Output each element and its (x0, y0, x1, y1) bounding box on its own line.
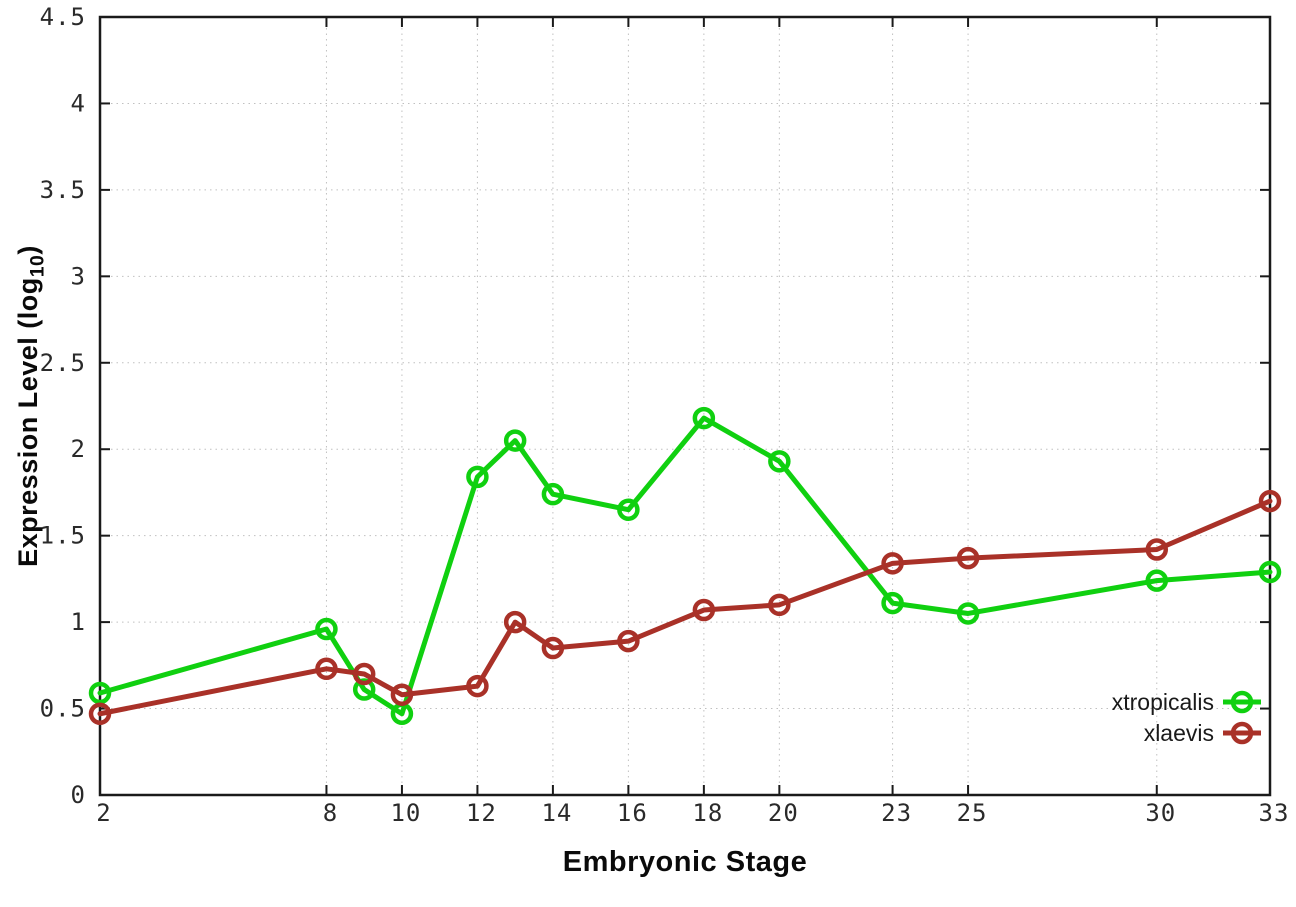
data-point-marker-xlaevis (768, 593, 791, 617)
y-tick-label: 2.5 (40, 349, 86, 377)
series-line-xlaevis (97, 498, 1273, 717)
data-point-marker-xtropicalis (88, 681, 112, 705)
y-tick-label: 3 (71, 262, 86, 290)
data-point-marker-xlaevis (315, 657, 338, 681)
y-tick-label: 3.5 (40, 176, 86, 204)
data-point-marker-xtropicalis (768, 450, 791, 473)
x-tick-label: 16 (617, 799, 648, 827)
x-tick-label: 20 (768, 799, 799, 827)
x-axis-label: Embryonic Stage (562, 846, 808, 878)
data-point-marker-xlaevis (617, 629, 640, 653)
legend-label-xtropicalis: xtropicalis (1112, 689, 1214, 715)
y-axis-label-close: ) (13, 245, 43, 255)
x-tick-label: 14 (541, 799, 572, 827)
data-point-marker-xtropicalis (466, 465, 489, 489)
data-point-marker-xlaevis (390, 683, 414, 706)
y-tick-label: 2 (71, 435, 86, 463)
y-tick-label: 4.5 (40, 3, 86, 31)
data-point-marker-xtropicalis (352, 678, 376, 701)
y-tick-label: 1 (71, 608, 86, 636)
data-point-marker-xlaevis (956, 546, 980, 570)
x-tick-label: 10 (390, 799, 421, 827)
y-axis-label: Expression Level (log10) (8, 16, 48, 796)
legend-label-xlaevis: xlaevis (1144, 720, 1214, 746)
legend: xtropicalis xlaevis (1112, 689, 1261, 746)
data-point-marker-xlaevis (1145, 538, 1169, 561)
data-point-marker-xtropicalis (503, 429, 527, 452)
y-axis-label-text: Expression Level (log (13, 277, 43, 567)
series-line-xtropicalis (97, 415, 1273, 717)
data-point-marker-xtropicalis (541, 482, 565, 506)
y-tick-label: 4 (71, 89, 86, 117)
data-point-marker-xtropicalis (692, 406, 716, 430)
legend-marker-icon (1230, 690, 1254, 714)
data-point-marker-xlaevis (881, 552, 904, 575)
data-point-marker-xlaevis (503, 610, 527, 634)
x-tick-label: 18 (692, 799, 723, 827)
x-tick-label: 8 (323, 799, 338, 827)
y-tick-label: 0 (71, 781, 86, 809)
x-tick-label: 30 (1145, 799, 1176, 827)
plot-border (98, 15, 1272, 797)
y-tick-label: 0.5 (40, 695, 86, 723)
x-tick-label: 12 (466, 799, 497, 827)
data-point-marker-xlaevis (88, 702, 112, 725)
y-tick-label: 1.5 (40, 522, 86, 550)
data-point-marker-xtropicalis (617, 498, 640, 521)
y-axis-label-subscript: 10 (26, 254, 49, 278)
data-point-marker-xlaevis (541, 636, 565, 660)
legend-marker-icon (1230, 721, 1254, 745)
data-point-marker-xlaevis (1258, 489, 1282, 513)
data-point-marker-xtropicalis (1145, 569, 1169, 592)
data-point-marker-xlaevis (466, 674, 489, 698)
x-tick-label: 2 (96, 799, 111, 827)
data-point-marker-xtropicalis (315, 617, 338, 641)
data-point-marker-xlaevis (352, 662, 376, 686)
data-point-marker-xtropicalis (881, 591, 904, 615)
x-tick-label: 33 (1259, 799, 1290, 827)
x-tick-label: 25 (957, 799, 988, 827)
x-tick-label: 23 (881, 799, 912, 827)
data-point-marker-xtropicalis (1258, 560, 1282, 584)
data-point-marker-xtropicalis (956, 602, 980, 625)
data-point-marker-xlaevis (692, 598, 716, 622)
